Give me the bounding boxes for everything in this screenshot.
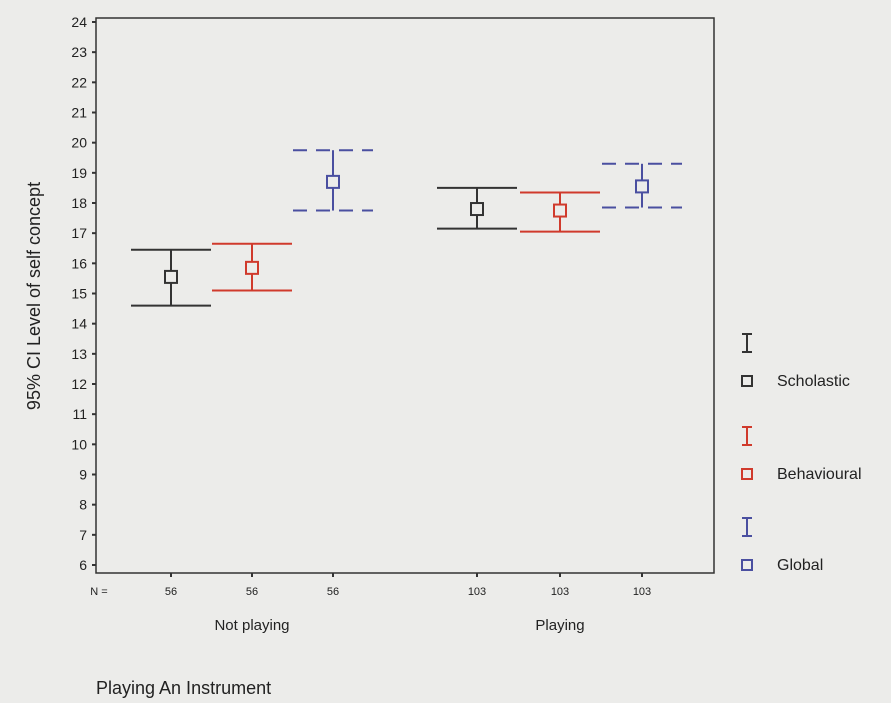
legend-label: Behavioural <box>777 466 862 483</box>
y-tick-label: 10 <box>71 436 87 452</box>
y-tick-label: 12 <box>71 376 87 392</box>
group-label: Not playing <box>214 617 289 634</box>
plot-area <box>95 17 715 574</box>
n-count-label: 103 <box>468 586 486 598</box>
y-tick-label: 18 <box>71 195 87 211</box>
n-count-label: 56 <box>165 586 177 598</box>
n-count-label: 103 <box>633 586 651 598</box>
y-axis: 6 7 8 9 10 11 12 13 14 15 16 17 18 19 20 21 22 23 24 <box>71 14 96 573</box>
mean-marker <box>164 269 178 284</box>
mean-marker <box>326 174 340 189</box>
mean-marker <box>635 179 649 194</box>
y-tick-label: 6 <box>79 557 87 573</box>
n-labels: N = 56 56 56 103 103 103 <box>90 573 651 598</box>
y-tick-label: 13 <box>71 346 87 362</box>
n-count-label: 56 <box>327 586 339 598</box>
legend-marker-icon <box>741 559 753 571</box>
y-tick-label: 23 <box>71 44 87 60</box>
y-tick-label: 22 <box>71 74 87 90</box>
mean-marker <box>245 260 259 275</box>
y-tick-label: 16 <box>71 255 87 271</box>
y-tick-label: 21 <box>71 105 87 121</box>
n-prefix-label: N = <box>90 586 107 598</box>
legend-label: Global <box>777 557 823 574</box>
y-tick-label: 15 <box>71 286 87 302</box>
n-count-label: 56 <box>246 586 258 598</box>
y-tick-label: 17 <box>71 225 87 241</box>
y-tick-label: 7 <box>79 527 87 543</box>
y-tick-label: 9 <box>79 467 87 483</box>
y-tick-label: 11 <box>72 406 87 422</box>
n-count-label: 103 <box>551 586 569 598</box>
mean-marker <box>470 202 484 217</box>
error-bars <box>131 149 682 307</box>
y-tick-label: 20 <box>71 135 87 151</box>
y-tick-label: 24 <box>71 14 87 30</box>
y-tick-label: 19 <box>71 165 87 181</box>
legend-label: Scholastic <box>777 373 850 390</box>
group-labels: Not playing Playing <box>214 617 584 634</box>
legend: Scholastic Behavioural Global <box>741 333 862 574</box>
group-label: Playing <box>535 617 584 634</box>
y-tick-label: 14 <box>71 316 87 332</box>
x-axis-label: Playing An Instrument <box>96 678 271 698</box>
mean-marker <box>553 203 567 218</box>
legend-marker-icon <box>741 468 753 480</box>
y-tick-label: 8 <box>79 497 87 513</box>
y-axis-label: 95% CI Level of self concept <box>24 182 44 410</box>
legend-marker-icon <box>741 375 753 387</box>
